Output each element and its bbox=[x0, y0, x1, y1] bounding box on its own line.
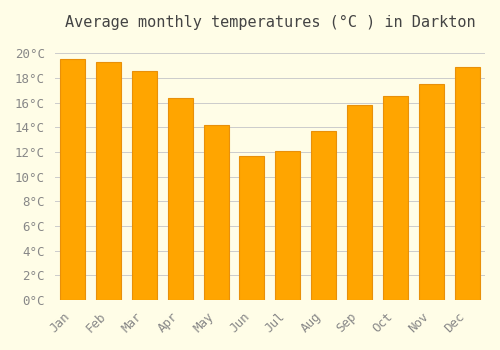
Bar bbox=[347, 105, 372, 300]
Bar bbox=[132, 71, 157, 300]
Bar bbox=[168, 98, 193, 300]
Bar bbox=[96, 62, 121, 300]
Bar bbox=[60, 60, 85, 300]
Bar bbox=[204, 125, 229, 300]
Title: Average monthly temperatures (°C ) in Darkton: Average monthly temperatures (°C ) in Da… bbox=[64, 15, 475, 30]
Bar bbox=[311, 131, 336, 300]
Bar bbox=[383, 97, 408, 300]
Bar bbox=[454, 67, 479, 300]
Bar bbox=[275, 151, 300, 300]
Bar bbox=[418, 84, 444, 300]
Bar bbox=[240, 156, 264, 300]
